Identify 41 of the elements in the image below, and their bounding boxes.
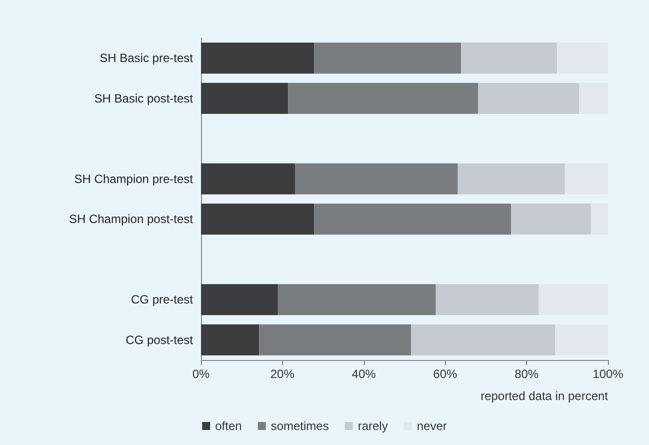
legend-label: sometimes — [270, 419, 329, 433]
legend-label: often — [215, 419, 242, 433]
bar — [458, 163, 565, 194]
bar — [201, 204, 314, 235]
legend-label: rarely — [358, 419, 388, 433]
bar — [201, 42, 314, 74]
bar — [288, 82, 478, 114]
bar — [259, 324, 412, 356]
bar — [478, 82, 580, 114]
x-tick-label: 100% — [592, 367, 624, 381]
bar — [201, 284, 278, 316]
bar — [295, 163, 458, 194]
bar — [201, 82, 288, 114]
bar — [201, 324, 260, 356]
bar — [201, 163, 296, 194]
y-tick-label: SH Basic post-test — [94, 91, 194, 106]
bar — [278, 284, 436, 316]
y-tick-label: SH Champion post-test — [68, 212, 194, 226]
bar — [590, 204, 608, 235]
x-tick-label: 0% — [192, 367, 210, 381]
x-tick-label: 20% — [270, 367, 295, 381]
bar — [557, 42, 608, 74]
x-axis-title: reported data in percent — [480, 389, 609, 403]
legend-label: never — [416, 419, 447, 433]
x-tick-label: 80% — [514, 367, 539, 381]
y-tick-label: CG post-test — [126, 332, 194, 347]
bar — [555, 324, 608, 356]
bar — [511, 204, 591, 235]
bar — [436, 284, 539, 316]
bar — [579, 82, 608, 114]
bar — [411, 324, 556, 356]
y-tick-label: CG pre-test — [130, 292, 194, 307]
bar — [538, 284, 608, 316]
bar — [314, 204, 512, 235]
bar — [461, 42, 558, 74]
y-tick-label: SH Champion pre-test — [74, 172, 194, 186]
x-tick-label: 60% — [433, 367, 458, 381]
x-tick-label: 40% — [352, 367, 376, 381]
bar — [564, 163, 608, 194]
y-tick-label: SH Basic pre-test — [100, 51, 194, 66]
bar — [314, 42, 462, 74]
